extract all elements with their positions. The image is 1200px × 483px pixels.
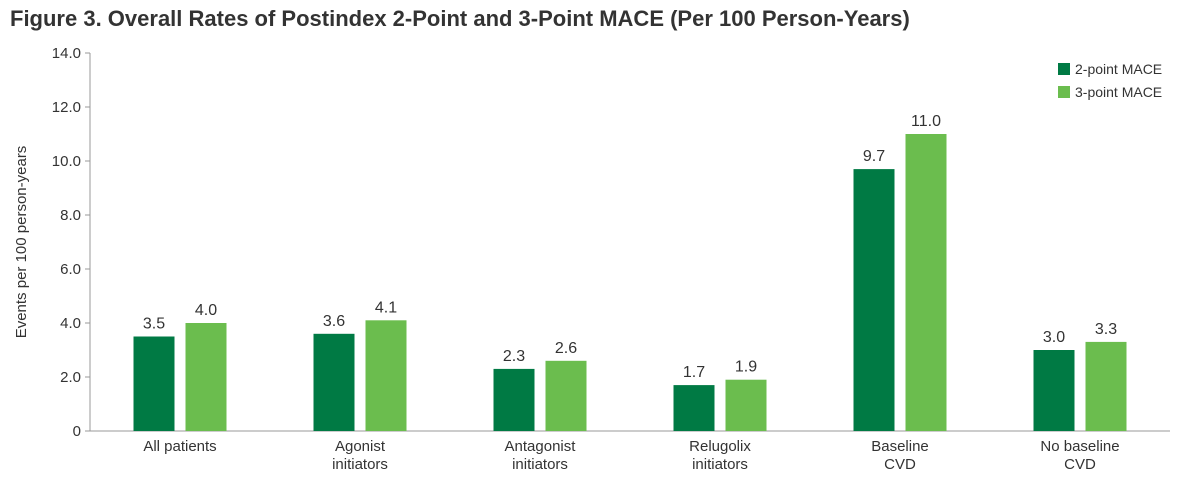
legend-swatch: [1058, 86, 1070, 98]
y-tick-label: 12.0: [52, 99, 81, 116]
data-label: 4.0: [195, 302, 217, 319]
y-tick-label: 8.0: [60, 207, 81, 224]
bar-2pt-cat5: [1033, 350, 1075, 431]
bar-3pt-cat4: [905, 134, 947, 431]
x-category-label: CVD: [884, 456, 916, 473]
bar-2pt-cat0: [133, 336, 175, 431]
x-category-label: Baseline: [871, 438, 929, 455]
y-tick-label: 6.0: [60, 261, 81, 278]
legend-label: 3-point MACE: [1075, 84, 1162, 100]
data-label: 9.7: [863, 148, 885, 165]
legend-label: 2-point MACE: [1075, 61, 1162, 77]
y-tick-label: 14.0: [52, 45, 81, 62]
bar-2pt-cat4: [853, 169, 895, 431]
data-label: 1.7: [683, 364, 705, 381]
bar-3pt-cat3: [725, 379, 767, 431]
bar-2pt-cat2: [493, 368, 535, 431]
chart-bars: 3.5 4.0 3.6 4.1 2.3 2.6 1.7 1.9 9.7 11.0 3.0 3.3: [133, 113, 1127, 431]
data-label: 4.1: [375, 299, 397, 316]
x-category-label: All patients: [143, 438, 216, 455]
y-tick-label: 4.0: [60, 315, 81, 332]
y-axis-title: Events per 100 person-years: [13, 146, 30, 339]
x-category-label: No baseline: [1040, 438, 1119, 455]
data-label: 3.6: [323, 313, 345, 330]
data-label: 11.0: [911, 113, 941, 130]
x-category-label: initiators: [332, 456, 388, 473]
x-category-label: Antagonist: [505, 438, 577, 455]
x-category-label: initiators: [692, 456, 748, 473]
chart-title: Figure 3. Overall Rates of Postindex 2-P…: [10, 6, 910, 31]
bar-2pt-cat3: [673, 385, 715, 431]
chart-axes: 0 2.0 4.0 6.0 8.0 10.0 12.0 14.0 Events per 100 …: [13, 45, 1170, 473]
chart-legend: 2-point MACE 3-point MACE: [1058, 61, 1162, 100]
legend-swatch: [1058, 63, 1070, 75]
x-category-label: Relugolix: [689, 438, 751, 455]
x-category-label: CVD: [1064, 456, 1096, 473]
bar-3pt-cat5: [1085, 341, 1127, 431]
x-category-label: initiators: [512, 456, 568, 473]
y-tick-label: 2.0: [60, 369, 81, 386]
data-label: 3.0: [1043, 329, 1065, 346]
y-tick-label: 10.0: [52, 153, 81, 170]
bar-2pt-cat1: [313, 333, 355, 431]
bar-3pt-cat2: [545, 360, 587, 431]
data-label: 2.3: [503, 348, 525, 365]
bar-3pt-cat0: [185, 323, 227, 431]
y-tick-label: 0: [73, 423, 81, 440]
data-label: 3.3: [1095, 321, 1117, 338]
data-label: 3.5: [143, 316, 165, 333]
x-category-label: Agonist: [335, 438, 386, 455]
bar-3pt-cat1: [365, 320, 407, 431]
data-label: 1.9: [735, 359, 757, 376]
data-label: 2.6: [555, 340, 577, 357]
